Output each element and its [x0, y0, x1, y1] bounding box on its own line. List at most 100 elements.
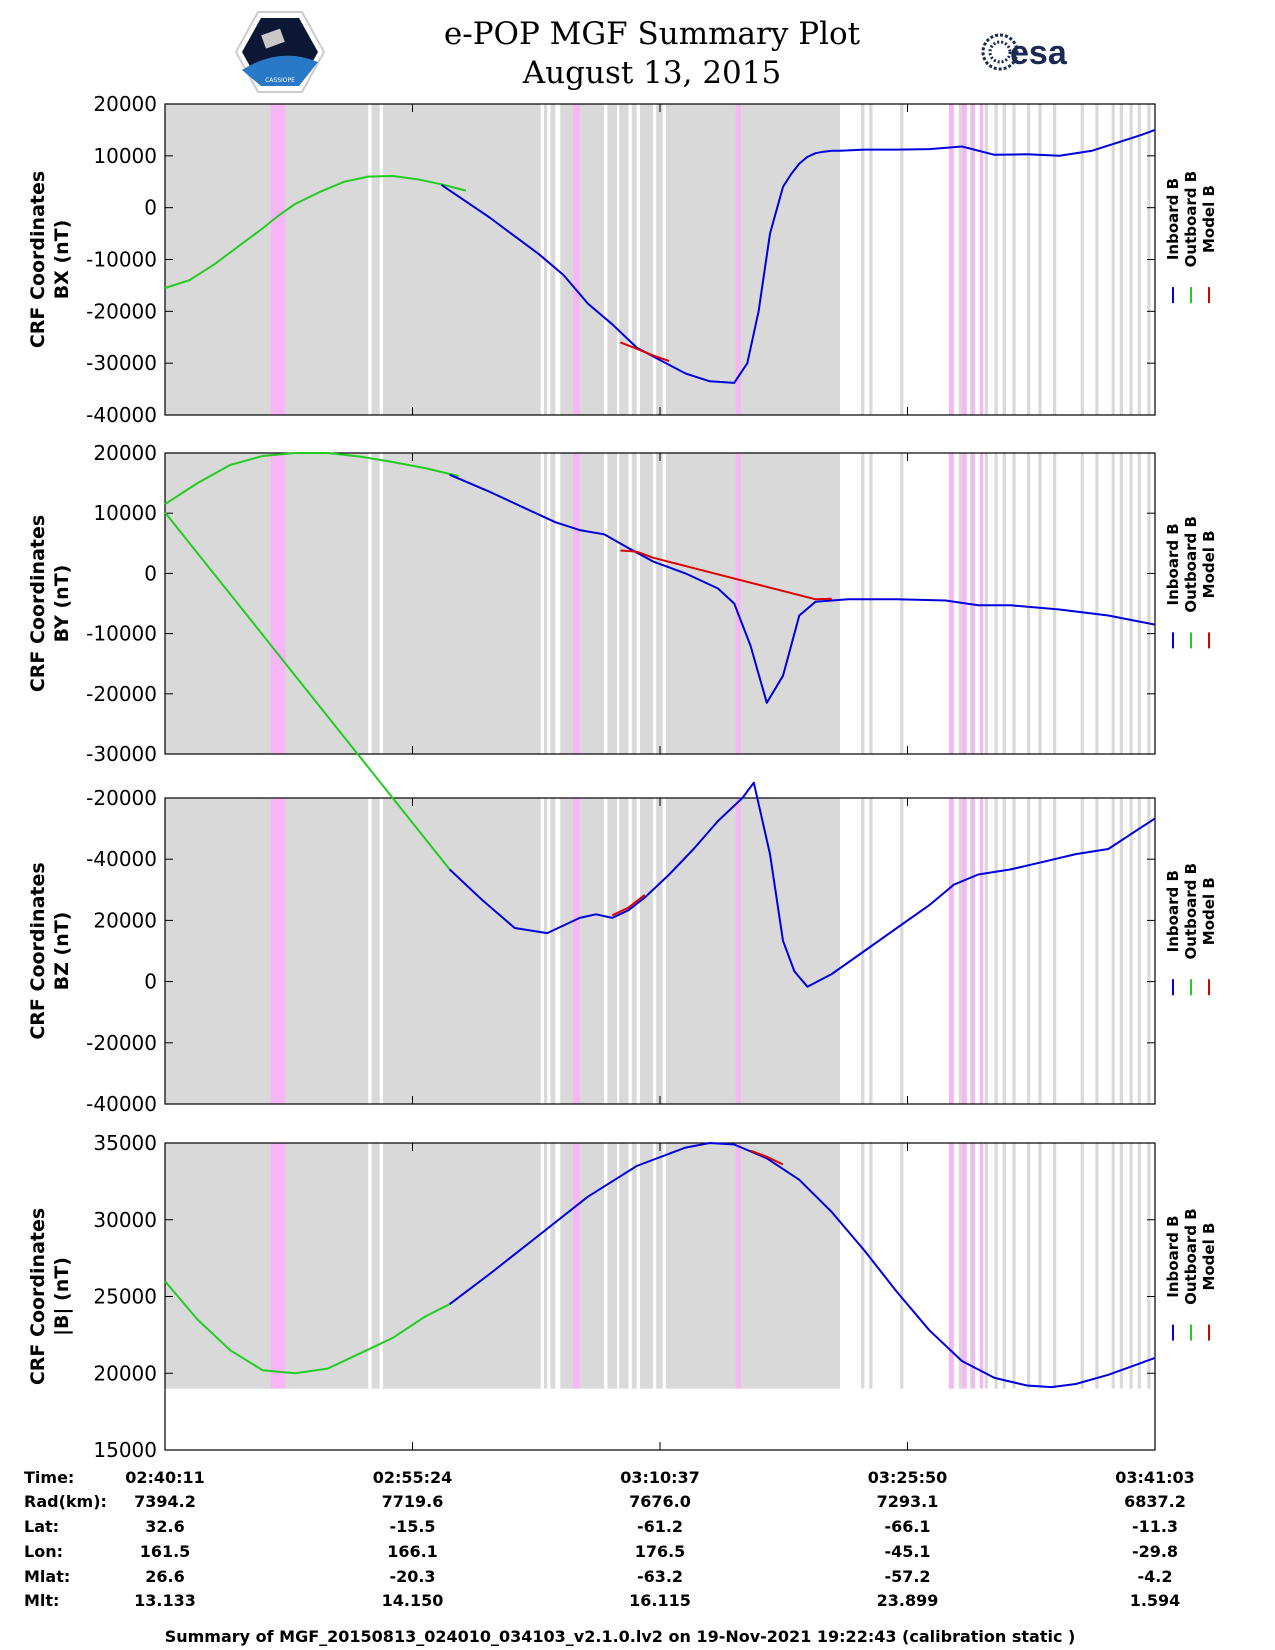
- white-band: [652, 453, 657, 754]
- series-model-b: [620, 341, 670, 363]
- esa-logo: esa: [981, 33, 1068, 72]
- white-band: [540, 798, 544, 1104]
- white-band: [617, 453, 620, 754]
- panel-2: 20000 10000 0 -10000 -20000 -30000 CRF Coordin…: [27, 441, 1218, 766]
- gray-band: [1137, 104, 1141, 415]
- white-band: [662, 798, 666, 1104]
- white-band: [555, 453, 561, 754]
- ephemeris-value: -66.1: [884, 1517, 930, 1536]
- white-band: [652, 1143, 657, 1389]
- pink-band: [735, 1143, 741, 1389]
- white-band: [547, 104, 551, 415]
- pink-band: [270, 798, 286, 1104]
- gray-band: [869, 104, 873, 415]
- panel-1: 20000 10000 0 -10000 -20000 -30000 -40000 CRF C…: [27, 92, 1218, 427]
- gray-band: [861, 104, 865, 415]
- ephemeris-value: 32.6: [145, 1517, 184, 1536]
- y-tick-label: -20000: [86, 682, 157, 706]
- legend-label: Inboard B: [1164, 1215, 1182, 1297]
- gray-band: [1002, 798, 1006, 1104]
- y-tick-label: -10000: [86, 622, 157, 646]
- gray-band: [900, 798, 904, 1104]
- footer-summary: Summary of MGF_20150813_024010_034103_v2…: [165, 1627, 1076, 1646]
- ephemeris-value: -29.8: [1132, 1542, 1178, 1561]
- gray-band: [1129, 104, 1133, 415]
- white-band: [662, 1143, 666, 1389]
- gray-band: [1111, 798, 1115, 1104]
- pink-band: [948, 104, 954, 415]
- y-tick-label: -40000: [86, 847, 157, 871]
- title-line-1: e-POP MGF Summary Plot: [444, 16, 861, 52]
- y-tick-label: -40000: [86, 1092, 157, 1116]
- gray-band: [958, 798, 962, 1104]
- ephemeris-table: Time: Rad(km): Lat: Lon: Mlat: Mlt: 02:40:11 73…: [24, 1468, 1195, 1610]
- gray-band: [1095, 1143, 1099, 1389]
- gray-band: [1027, 453, 1031, 754]
- x-tick-time-label: 02:40:11: [125, 1468, 205, 1487]
- ephemeris-value: 166.1: [387, 1542, 438, 1561]
- ephemeris-value: -20.3: [389, 1567, 435, 1586]
- pink-band: [971, 798, 975, 1104]
- white-band: [540, 453, 544, 754]
- pink-band: [735, 104, 741, 415]
- y-tick-label: 10000: [93, 501, 157, 525]
- legend-label: Outboard B: [1182, 171, 1200, 268]
- gray-band: [994, 1143, 998, 1389]
- ephemeris-row-label: Rad(km):: [24, 1492, 107, 1511]
- y-tick-label: -40000: [86, 403, 157, 427]
- gray-band: [984, 1143, 988, 1389]
- legend-label: Outboard B: [1182, 516, 1200, 613]
- gray-band: [1129, 798, 1133, 1104]
- gray-band: [900, 1143, 904, 1389]
- y-axis-unit-label: BX (nT): [51, 220, 73, 300]
- gray-band: [1111, 104, 1115, 415]
- white-band: [636, 1143, 640, 1389]
- white-band: [636, 453, 640, 754]
- white-band: [617, 798, 620, 1104]
- gray-band: [1137, 1143, 1141, 1389]
- gray-band: [1038, 798, 1042, 1104]
- title-line-2: August 13, 2015: [522, 55, 781, 91]
- gray-band: [1053, 1143, 1057, 1389]
- pink-band: [971, 1143, 975, 1389]
- gray-band: [1137, 453, 1141, 754]
- esa-logo-text: esa: [1010, 34, 1068, 72]
- ephemeris-row-label: Lon:: [24, 1542, 63, 1561]
- panels: 20000 10000 0 -10000 -20000 -30000 -40000 CRF C…: [27, 92, 1218, 1462]
- gray-band: [861, 1143, 865, 1389]
- gray-band: [1119, 1143, 1123, 1389]
- pink-band: [948, 453, 954, 754]
- ephemeris-value: -61.2: [637, 1517, 683, 1536]
- gray-band: [1137, 798, 1141, 1104]
- gray-band: [1095, 104, 1099, 415]
- white-band: [604, 798, 608, 1104]
- white-band: [540, 104, 544, 415]
- gray-band: [869, 453, 873, 754]
- ephemeris-value: 7293.1: [877, 1492, 939, 1511]
- gray-band: [1012, 104, 1016, 415]
- series-inboard-b: [449, 473, 1156, 704]
- gray-band: [984, 104, 988, 415]
- y-tick-label: 25000: [93, 1285, 157, 1309]
- pink-band: [270, 104, 286, 415]
- gray-band: [869, 798, 873, 1104]
- series-model-b: [611, 894, 646, 917]
- gray-band: [1012, 453, 1016, 754]
- gray-band: [900, 104, 904, 415]
- ephemeris-value: 7719.6: [382, 1492, 444, 1511]
- x-tick-time-label: 03:41:03: [1115, 1468, 1195, 1487]
- white-band: [379, 1143, 383, 1389]
- legend-label: Outboard B: [1182, 1208, 1200, 1305]
- panel-4: 35000 30000 25000 20000 15000 CRF Coordinates…: [27, 1131, 1218, 1462]
- y-tick-label: 20000: [93, 908, 157, 932]
- series-inboard-b: [448, 1142, 1156, 1389]
- white-band: [636, 104, 640, 415]
- white-band: [368, 798, 372, 1104]
- y-axis-unit-label: |B| (nT): [51, 1257, 73, 1336]
- x-tick-time-label: 03:10:37: [620, 1468, 700, 1487]
- y-tick-label: -20000: [86, 1031, 157, 1055]
- gray-band: [1080, 104, 1084, 415]
- y-tick-label: 30000: [93, 1208, 157, 1232]
- y-axis-label: CRF Coordinates: [27, 515, 49, 692]
